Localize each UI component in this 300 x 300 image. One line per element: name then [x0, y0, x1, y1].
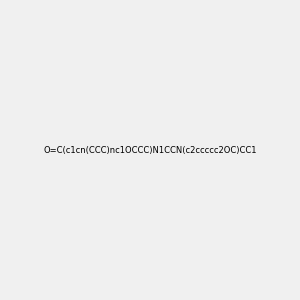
Text: O=C(c1cn(CCC)nc1OCCC)N1CCN(c2ccccc2OC)CC1: O=C(c1cn(CCC)nc1OCCC)N1CCN(c2ccccc2OC)CC… — [43, 146, 257, 154]
